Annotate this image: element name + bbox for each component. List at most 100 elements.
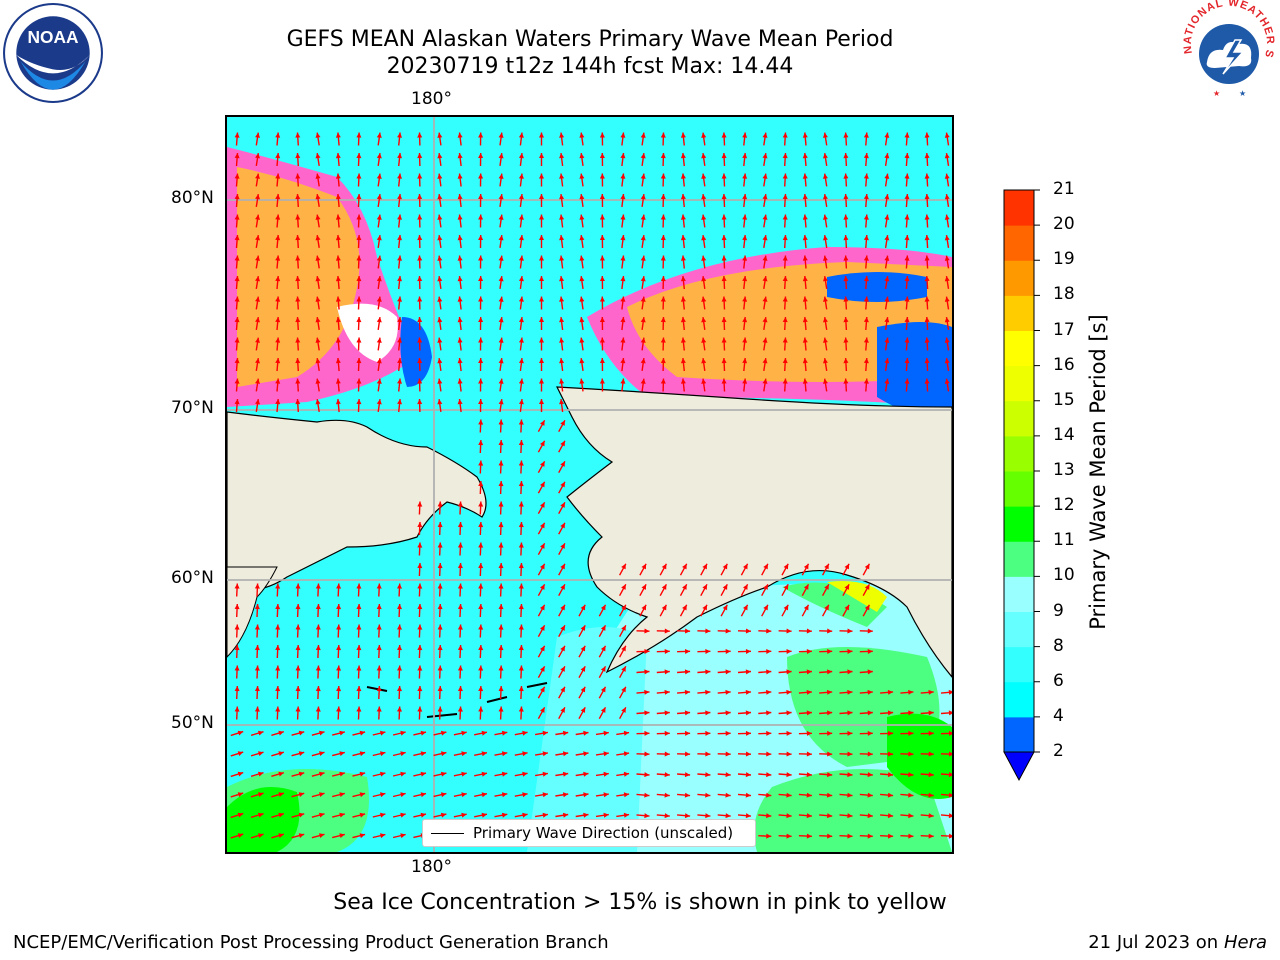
wave-arrow-head	[884, 337, 890, 343]
wave-arrow-head	[275, 399, 281, 405]
wave-arrow-head	[888, 730, 894, 736]
wave-arrow-head	[766, 751, 772, 757]
wave-arrow-head	[763, 584, 768, 590]
wave-arrow-head	[540, 461, 545, 467]
wave-arrow-head	[823, 153, 828, 159]
wave-arrow-head	[620, 276, 626, 282]
wave-arrow-head	[680, 173, 686, 179]
wave-arrow-head	[335, 173, 341, 179]
wave-arrow-head	[867, 669, 873, 675]
wave-arrow-head	[908, 813, 914, 819]
footer-host: Hera	[1223, 932, 1267, 953]
wave-arrow-head	[847, 689, 853, 695]
wave-arrow-head	[844, 563, 850, 570]
wave-arrow-head	[745, 628, 751, 634]
wave-arrow-head	[806, 710, 812, 716]
wave-arrow-head	[782, 255, 788, 261]
wave-arrow-head	[908, 792, 914, 798]
wave-arrow-head	[397, 686, 402, 692]
colorbar-segment	[1004, 190, 1034, 226]
colorbar-tick-label: 21	[1053, 179, 1075, 199]
wave-arrow-head	[457, 173, 463, 179]
wave-arrow-head	[315, 276, 321, 282]
wave-arrow-head	[786, 710, 792, 716]
wave-arrow-head	[478, 665, 484, 671]
wave-arrow-head	[742, 214, 748, 220]
wave-arrow-head	[944, 276, 950, 282]
wave-arrow-head	[298, 833, 305, 838]
wave-arrow-head	[478, 296, 484, 302]
wave-arrow-head	[721, 153, 727, 159]
wave-arrow-head	[498, 440, 504, 446]
wave-arrow-head	[786, 649, 792, 654]
wave-arrow-head	[255, 337, 260, 343]
wave-arrow-head	[457, 235, 463, 241]
wave-arrow-head	[380, 730, 386, 736]
wave-arrow-head	[583, 792, 589, 798]
wave-arrow-head	[742, 358, 748, 364]
wave-arrow-head	[540, 440, 545, 447]
wave-arrow-head	[518, 522, 524, 528]
wave-arrow-head	[335, 399, 341, 405]
wave-arrow-head	[644, 628, 650, 634]
wave-arrow-head	[380, 771, 386, 777]
wave-arrow-head	[498, 522, 504, 528]
wave-arrow-head	[457, 501, 463, 507]
wave-arrow-head	[478, 317, 484, 322]
wave-arrow-head	[843, 153, 849, 159]
wave-arrow-head	[766, 628, 772, 634]
colorbar-tick-label: 2	[1053, 741, 1064, 761]
wave-arrow-head	[498, 645, 504, 651]
wave-arrow-head	[928, 730, 934, 736]
wave-arrow-head	[580, 625, 586, 631]
wave-arrow-head	[705, 669, 711, 675]
wave-arrow-head	[417, 583, 423, 589]
wave-arrow-head	[579, 194, 585, 200]
wave-arrow-head	[542, 751, 548, 757]
wave-arrow-head	[255, 235, 260, 241]
colorbar-segment	[1004, 611, 1034, 648]
wave-arrow-head	[295, 235, 301, 241]
wave-arrow-head	[258, 833, 264, 838]
wave-arrow-head	[823, 194, 828, 200]
wave-arrow-head	[295, 706, 301, 712]
wave-arrow-head	[640, 173, 646, 179]
wave-arrow-head	[721, 255, 727, 261]
wave-arrow-head	[417, 317, 423, 323]
wave-arrow-head	[478, 399, 484, 404]
wave-arrow-head	[376, 624, 382, 630]
wave-arrow-head	[844, 584, 850, 590]
wave-arrow-head	[701, 276, 707, 282]
wave-arrow-head	[356, 337, 362, 343]
wave-arrow-head	[660, 276, 666, 282]
wave-arrow-head	[275, 665, 281, 671]
wave-arrow-head	[234, 583, 240, 589]
wave-arrow-head	[559, 276, 565, 282]
wave-arrow-head	[417, 173, 423, 179]
wave-arrow-head	[803, 563, 809, 570]
wave-arrow-head	[580, 707, 586, 713]
wave-direction-arrows	[230, 132, 952, 839]
wave-arrow-head	[518, 173, 524, 179]
wave-arrow-head	[417, 153, 423, 159]
wave-arrow-head	[234, 276, 240, 282]
wave-arrow-head	[295, 645, 301, 651]
wave-arrow-head	[684, 710, 691, 716]
wave-arrow-head	[336, 604, 342, 610]
wave-arrow-head	[823, 214, 828, 220]
wave-arrow-head	[944, 337, 950, 343]
wave-arrow-head	[786, 833, 792, 839]
wave-arrow-head	[397, 645, 402, 651]
wave-arrow-head	[887, 710, 894, 716]
wave-arrow-head	[641, 563, 647, 570]
wave-arrow-head	[843, 173, 849, 179]
wave-arrow-head	[863, 317, 869, 323]
wave-arrow-head	[847, 669, 853, 675]
wave-arrow-head	[661, 604, 667, 611]
wave-arrow-head	[335, 276, 341, 282]
wave-arrow-head	[518, 194, 524, 200]
wave-arrow-head	[600, 604, 606, 611]
wave-arrow-head	[397, 337, 402, 343]
wave-arrow-head	[806, 833, 812, 839]
wave-arrow-head	[762, 235, 768, 241]
